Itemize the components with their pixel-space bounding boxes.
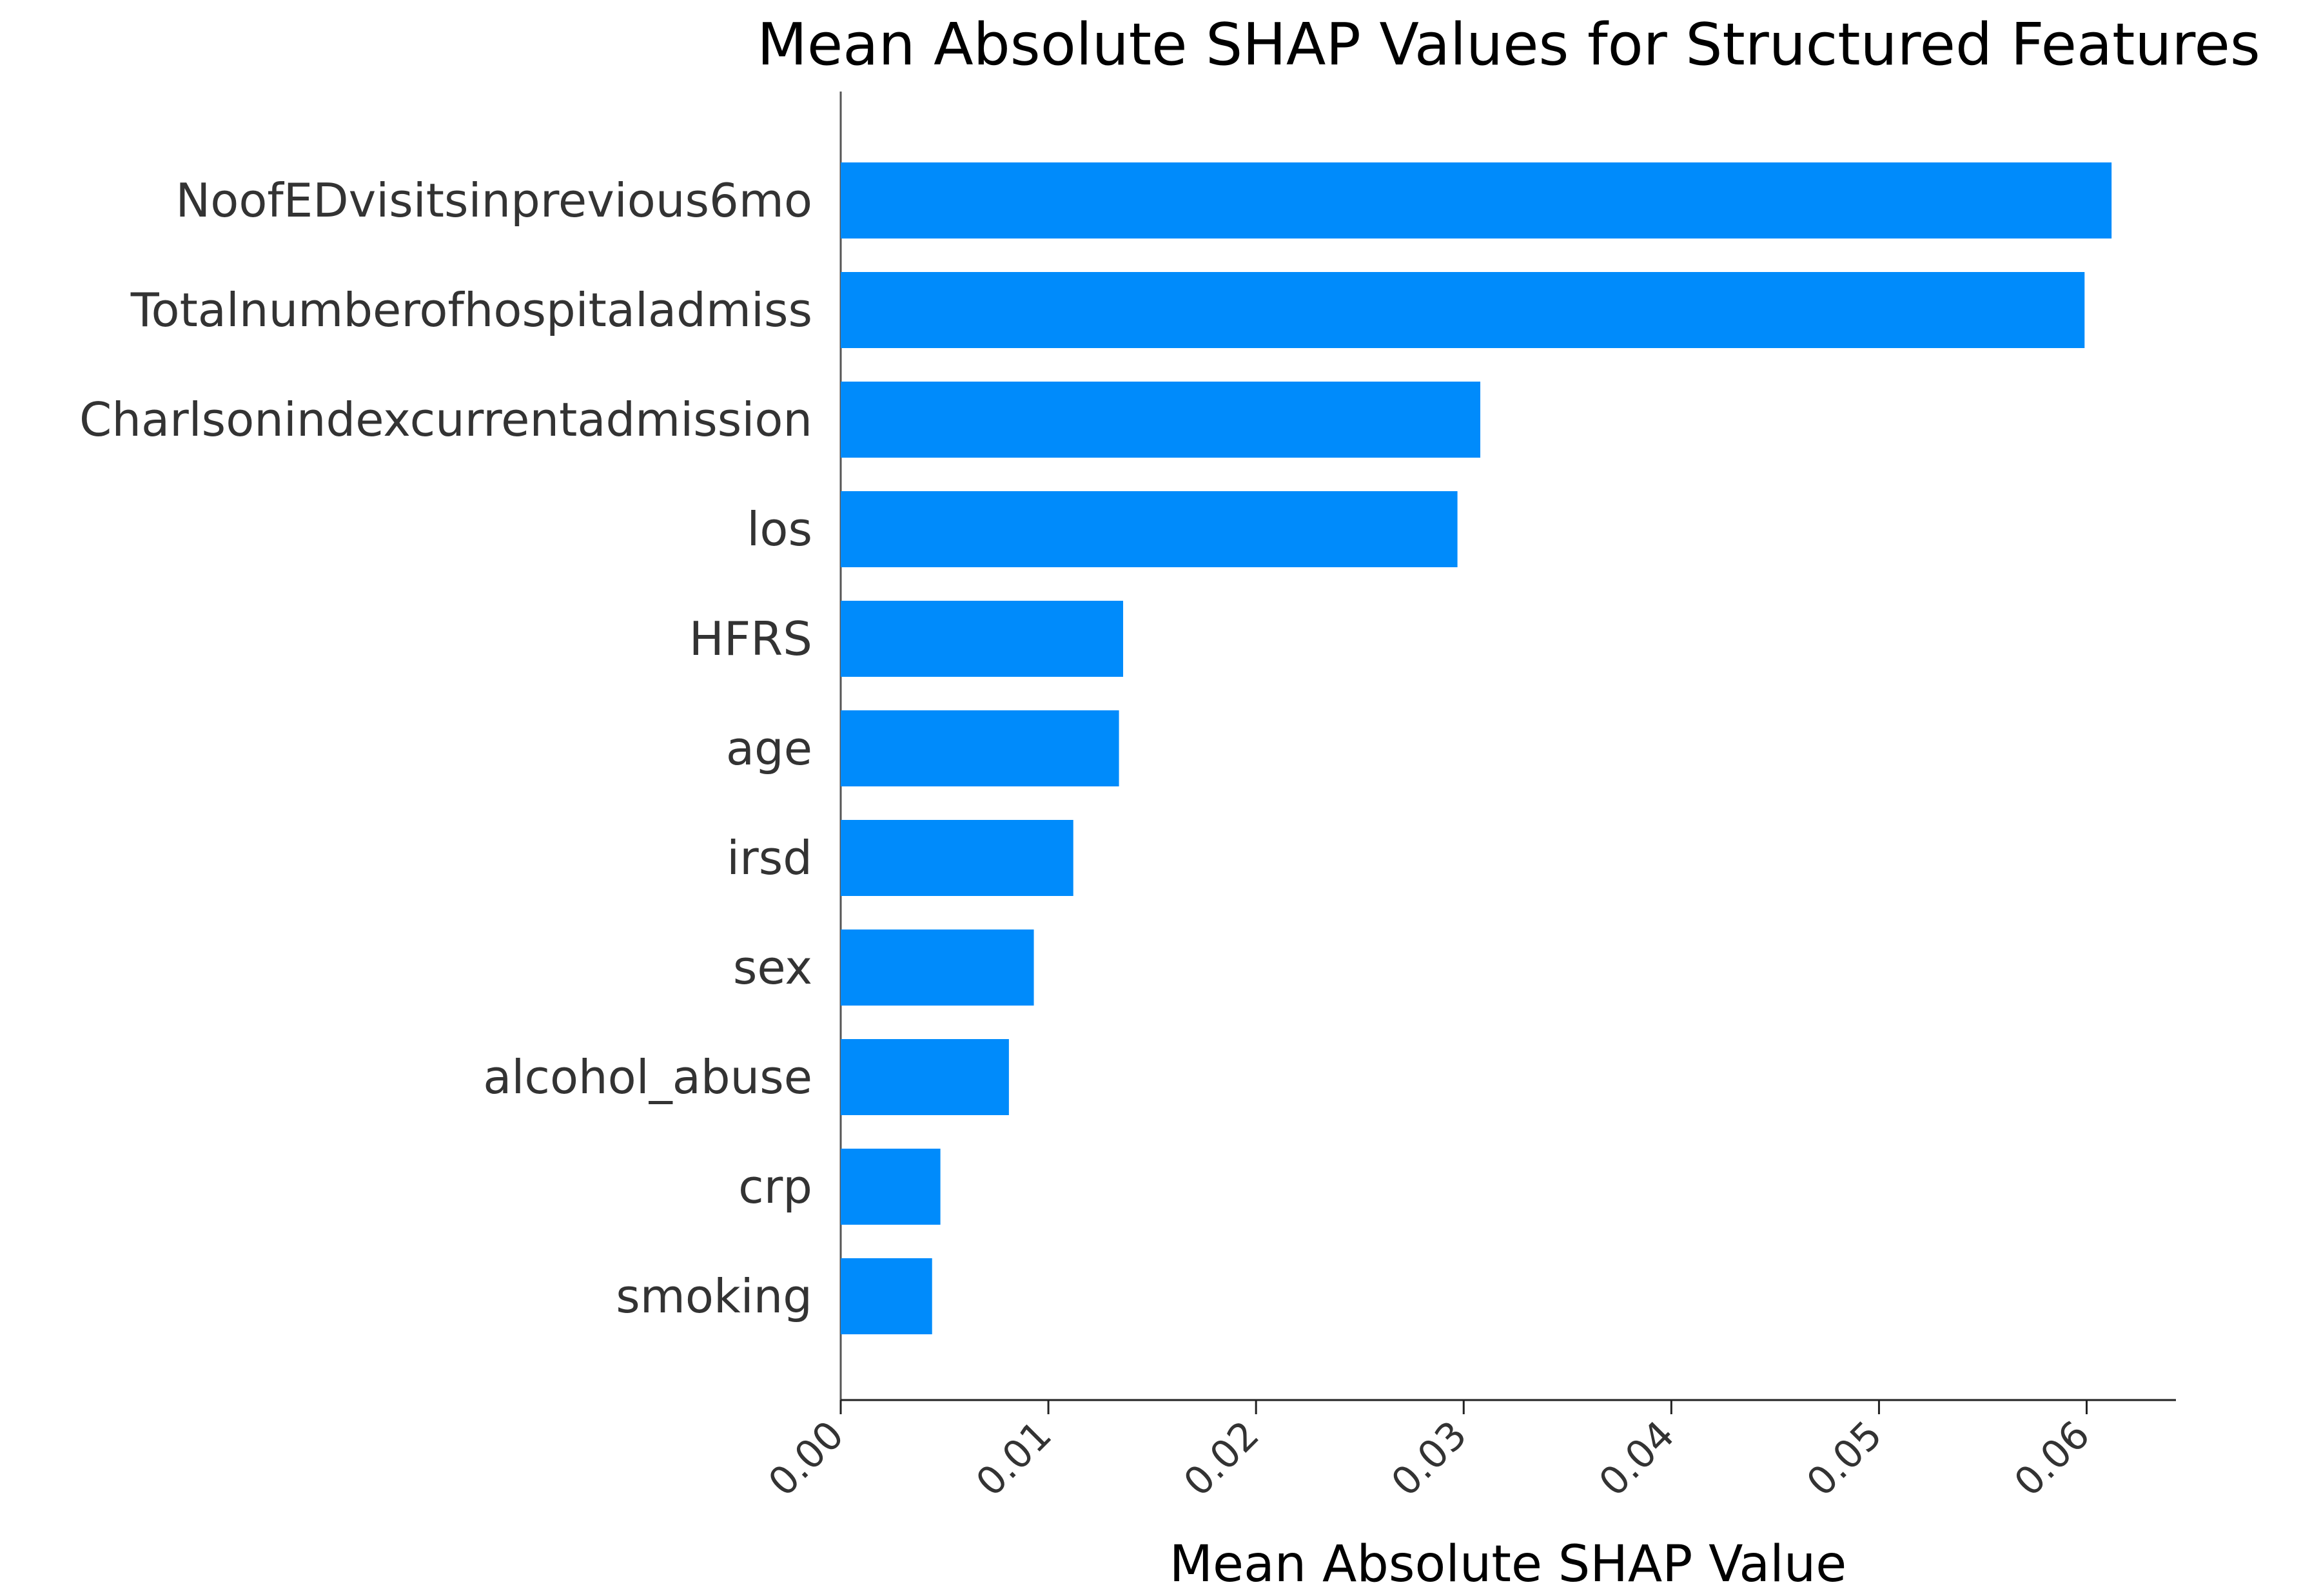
x-tick-label: 0.02 (1175, 1412, 1268, 1505)
y-tick-label: sex (733, 940, 812, 995)
y-tick-label: irsd (727, 831, 812, 885)
x-ticks-group: 0.00 0.01 0.02 0.03 0.04 0.05 0.06 (760, 1400, 2099, 1505)
bar-smoking (841, 1258, 932, 1334)
bars-group (841, 162, 2112, 1334)
chart-title: Mean Absolute SHAP Values for Structured… (757, 11, 2260, 79)
y-tick-label: smoking (616, 1269, 812, 1323)
x-axis-label: Mean Absolute SHAP Value (1170, 1535, 1847, 1593)
y-tick-label: HFRS (689, 612, 812, 666)
bar-irsd (841, 820, 1073, 896)
y-tick-label: NoofEDvisitsinprevious6mo (175, 173, 812, 228)
bar-charlsonindexcurrentadmission (841, 382, 1481, 458)
bar-los (841, 491, 1458, 567)
y-tick-label: age (726, 721, 812, 775)
y-tick-labels: NoofEDvisitsinprevious6mo Totalnumberofho… (79, 173, 812, 1323)
y-tick-label: los (747, 502, 812, 556)
y-tick-label: crp (738, 1160, 812, 1214)
x-tick-label: 0.04 (1591, 1412, 1683, 1505)
bar-crp (841, 1149, 941, 1225)
y-tick-label: Charlsonindexcurrentadmission (79, 393, 812, 447)
bar-alcohol-abuse (841, 1039, 1009, 1115)
bar-totalnumberofhospitaladmiss (841, 272, 2085, 348)
y-tick-label: alcohol_abuse (483, 1050, 812, 1104)
x-tick-label: 0.01 (968, 1412, 1061, 1505)
x-tick-label: 0.06 (2006, 1412, 2099, 1505)
bar-age (841, 710, 1119, 786)
bar-sex (841, 929, 1034, 1006)
x-tick-label: 0.00 (760, 1412, 853, 1505)
y-tick-label: Totalnumberofhospitaladmiss (130, 283, 812, 337)
x-tick-label: 0.05 (1798, 1412, 1891, 1505)
bar-noofedvisitsinprevious6mo (841, 162, 2112, 238)
x-tick-label: 0.03 (1383, 1412, 1476, 1505)
bar-hfrs (841, 601, 1124, 677)
